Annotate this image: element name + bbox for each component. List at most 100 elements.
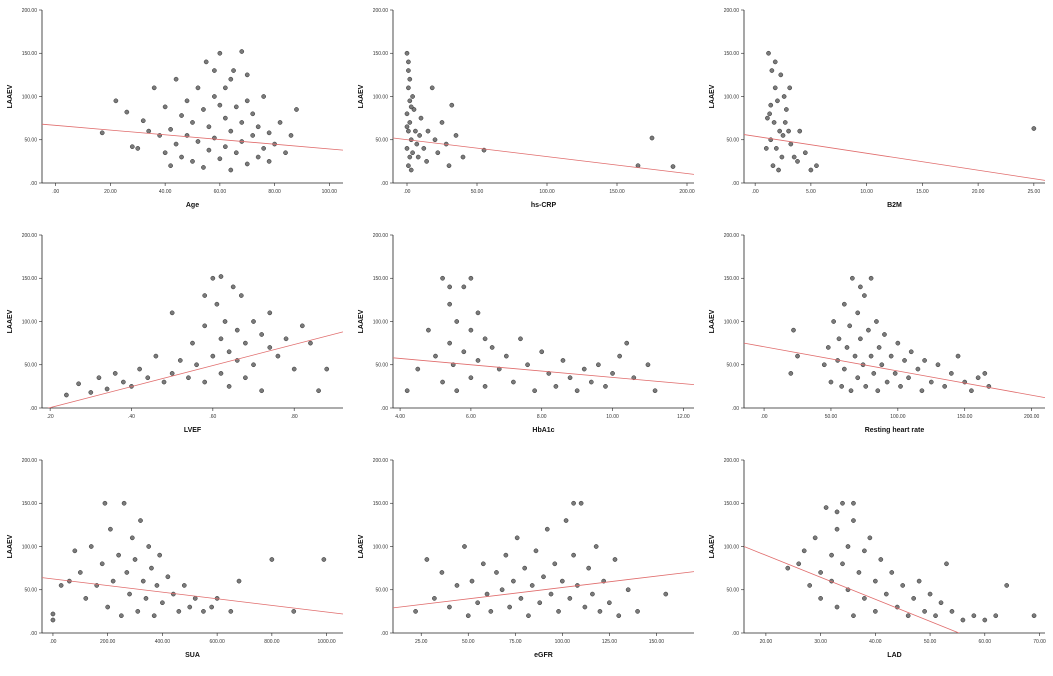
x-tick-label: 75.00 bbox=[509, 639, 522, 645]
data-point bbox=[552, 561, 558, 567]
data-point bbox=[919, 388, 925, 394]
data-point bbox=[404, 124, 410, 130]
data-point bbox=[765, 115, 770, 121]
data-point bbox=[892, 371, 898, 376]
fit-layer bbox=[393, 571, 694, 609]
fit-layer bbox=[744, 134, 1045, 181]
data-point bbox=[250, 111, 256, 117]
data-point bbox=[140, 118, 146, 124]
data-point bbox=[440, 275, 445, 281]
data-point bbox=[250, 133, 256, 138]
data-point bbox=[149, 565, 154, 571]
data-point bbox=[461, 284, 467, 290]
data-point bbox=[255, 124, 261, 130]
data-point bbox=[179, 113, 184, 118]
y-tick-label: 50.00 bbox=[24, 588, 37, 594]
data-point bbox=[426, 327, 431, 333]
data-point bbox=[782, 120, 788, 125]
data-point bbox=[532, 388, 537, 394]
data-point bbox=[867, 535, 873, 541]
data-point bbox=[898, 384, 903, 389]
x-tick-label: 15.00 bbox=[916, 189, 929, 195]
points-layer bbox=[785, 500, 1037, 623]
data-point bbox=[834, 509, 840, 515]
data-point bbox=[228, 128, 234, 134]
data-point bbox=[482, 336, 488, 342]
data-point bbox=[612, 557, 618, 562]
y-axis-label: LAAEV bbox=[7, 534, 14, 558]
x-tick-label: .60 bbox=[209, 414, 216, 420]
y-tick-label: 100.00 bbox=[373, 94, 389, 100]
y-tick-label: 200.00 bbox=[724, 233, 740, 239]
scatter-chart: 200.00 150.00 100.00 50.00 .00 25.00 50.00 75.0… bbox=[358, 458, 694, 659]
x-tick-label: 80.00 bbox=[268, 189, 281, 195]
data-point bbox=[181, 583, 187, 588]
data-point bbox=[244, 161, 250, 167]
data-point bbox=[847, 323, 853, 329]
x-tick-label: 200.00 bbox=[1024, 414, 1040, 420]
data-point bbox=[201, 107, 206, 112]
data-point bbox=[308, 340, 313, 346]
data-point bbox=[127, 591, 132, 597]
data-point bbox=[801, 548, 807, 554]
x-tick-label: 100.00 bbox=[539, 189, 555, 195]
x-tick-label: 20.00 bbox=[972, 189, 985, 195]
data-point bbox=[261, 146, 266, 151]
data-point bbox=[526, 613, 531, 619]
data-point bbox=[259, 388, 264, 394]
data-point bbox=[475, 600, 480, 606]
x-tick-label: 50.00 bbox=[471, 189, 484, 195]
data-point bbox=[447, 301, 452, 307]
data-point bbox=[137, 366, 142, 372]
x-tick-label: 25.00 bbox=[1028, 189, 1041, 195]
data-point bbox=[234, 327, 240, 333]
data-point bbox=[105, 604, 110, 610]
data-point bbox=[484, 591, 490, 597]
y-tick-label: .00 bbox=[732, 631, 739, 637]
data-point bbox=[454, 388, 460, 394]
x-tick-label: 10.00 bbox=[606, 414, 619, 420]
data-point bbox=[889, 570, 895, 575]
data-point bbox=[77, 570, 83, 575]
data-point bbox=[829, 552, 834, 558]
data-point bbox=[165, 574, 171, 580]
data-point bbox=[610, 371, 615, 376]
data-point bbox=[162, 104, 168, 110]
data-point bbox=[842, 301, 847, 307]
x-axis-label: HbA1c bbox=[532, 427, 554, 434]
data-point bbox=[873, 578, 878, 584]
data-point bbox=[766, 50, 771, 56]
fit-layer bbox=[47, 331, 343, 408]
data-point bbox=[780, 133, 786, 138]
data-point bbox=[788, 371, 794, 376]
data-point bbox=[410, 150, 415, 156]
data-point bbox=[226, 384, 232, 389]
x-tick-label: .00 bbox=[761, 414, 768, 420]
data-point bbox=[231, 68, 236, 73]
data-point bbox=[607, 600, 612, 606]
data-point bbox=[184, 98, 190, 104]
data-point bbox=[119, 613, 124, 619]
data-point bbox=[603, 384, 608, 389]
y-tick-label: .00 bbox=[30, 631, 37, 637]
data-point bbox=[862, 596, 867, 601]
points-layer bbox=[763, 50, 1037, 173]
y-axis-label: LAAEV bbox=[7, 309, 14, 333]
y-tick-label: 50.00 bbox=[24, 138, 37, 144]
data-point bbox=[818, 596, 823, 601]
data-point bbox=[480, 561, 486, 567]
data-point bbox=[955, 353, 961, 359]
data-point bbox=[236, 578, 242, 584]
data-point bbox=[230, 284, 236, 290]
data-point bbox=[407, 98, 413, 104]
x-tick-label: 12.00 bbox=[677, 414, 690, 420]
data-point bbox=[971, 613, 977, 619]
data-point bbox=[499, 587, 505, 593]
data-point bbox=[233, 150, 239, 156]
data-point bbox=[201, 165, 206, 170]
data-point bbox=[874, 319, 879, 324]
data-point bbox=[884, 379, 890, 385]
data-point bbox=[511, 578, 516, 584]
data-point bbox=[138, 518, 143, 523]
y-tick-label: 50.00 bbox=[375, 138, 388, 144]
